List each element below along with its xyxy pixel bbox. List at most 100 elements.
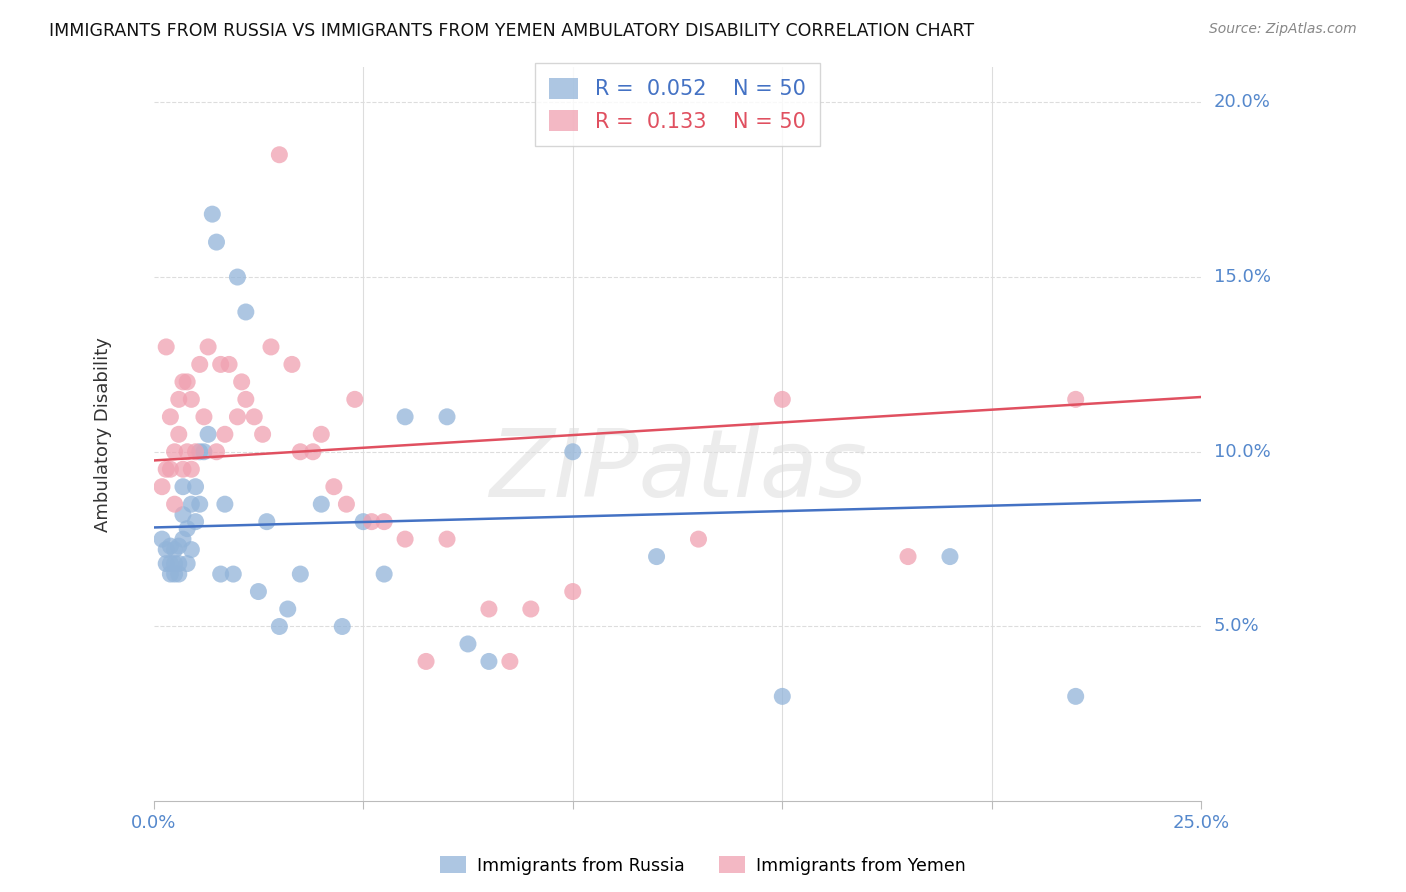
Point [159,409,181,424]
Point [415,655,437,669]
Point [172,532,194,546]
Point [360,515,382,529]
Point [243,409,266,424]
Point [205,235,228,249]
Point [335,497,357,511]
Point [260,340,283,354]
Text: 15.0%: 15.0% [1213,268,1271,286]
Point [159,557,181,571]
Text: IMMIGRANTS FROM RUSSIA VS IMMIGRANTS FROM YEMEN AMBULATORY DISABILITY CORRELATIO: IMMIGRANTS FROM RUSSIA VS IMMIGRANTS FRO… [49,22,974,40]
Point [197,340,219,354]
Point [167,539,190,553]
Point [222,567,245,582]
Point [269,619,291,633]
Point [226,409,249,424]
Point [172,480,194,494]
Point [277,602,299,616]
Point [256,515,278,529]
Point [197,427,219,442]
Point [1064,690,1087,704]
Point [172,508,194,522]
Point [352,515,374,529]
Point [311,497,333,511]
Point [176,375,198,389]
Point [218,358,240,372]
Point [478,602,501,616]
Text: 5.0%: 5.0% [1213,617,1260,635]
Point [150,532,173,546]
Point [269,147,291,161]
Point [520,602,543,616]
Point [188,358,211,372]
Point [645,549,668,564]
Point [770,690,793,704]
Point [897,549,920,564]
Point [394,532,416,546]
Text: ZIPatlas: ZIPatlas [489,425,866,516]
Text: 10.0%: 10.0% [1213,442,1271,461]
Point [184,480,207,494]
Point [436,532,458,546]
Point [252,427,274,442]
Legend: Immigrants from Russia, Immigrants from Yemen: Immigrants from Russia, Immigrants from … [432,847,974,883]
Point [499,655,522,669]
Point [155,542,177,557]
Point [163,497,186,511]
Text: 20.0%: 20.0% [1213,94,1271,112]
Point [176,557,198,571]
Text: Ambulatory Disability: Ambulatory Disability [94,337,112,532]
Point [159,539,181,553]
Point [290,567,312,582]
Point [159,567,181,582]
Point [770,392,793,407]
Point [155,557,177,571]
Point [322,480,344,494]
Point [193,444,215,458]
Point [205,444,228,458]
Point [939,549,962,564]
Point [281,358,304,372]
Point [159,462,181,476]
Point [209,567,232,582]
Point [180,462,202,476]
Point [172,462,194,476]
Point [290,444,312,458]
Point [436,409,458,424]
Point [167,567,190,582]
Point [163,557,186,571]
Point [188,497,211,511]
Point [394,409,416,424]
Point [209,358,232,372]
Point [184,444,207,458]
Point [330,619,353,633]
Point [163,542,186,557]
Point [373,515,395,529]
Point [688,532,710,546]
Point [167,427,190,442]
Legend: R =  0.052    N = 50, R =  0.133    N = 50: R = 0.052 N = 50, R = 0.133 N = 50 [534,63,821,146]
Point [167,392,190,407]
Point [478,655,501,669]
Point [163,567,186,582]
Point [226,270,249,285]
Point [235,392,257,407]
Point [302,444,325,458]
Point [214,497,236,511]
Point [188,444,211,458]
Point [163,444,186,458]
Point [193,409,215,424]
Point [457,637,479,651]
Text: Source: ZipAtlas.com: Source: ZipAtlas.com [1209,22,1357,37]
Point [150,480,173,494]
Point [247,584,270,599]
Point [184,515,207,529]
Point [155,340,177,354]
Point [561,584,583,599]
Point [167,557,190,571]
Point [176,522,198,536]
Point [176,444,198,458]
Point [155,462,177,476]
Point [373,567,395,582]
Point [231,375,253,389]
Point [214,427,236,442]
